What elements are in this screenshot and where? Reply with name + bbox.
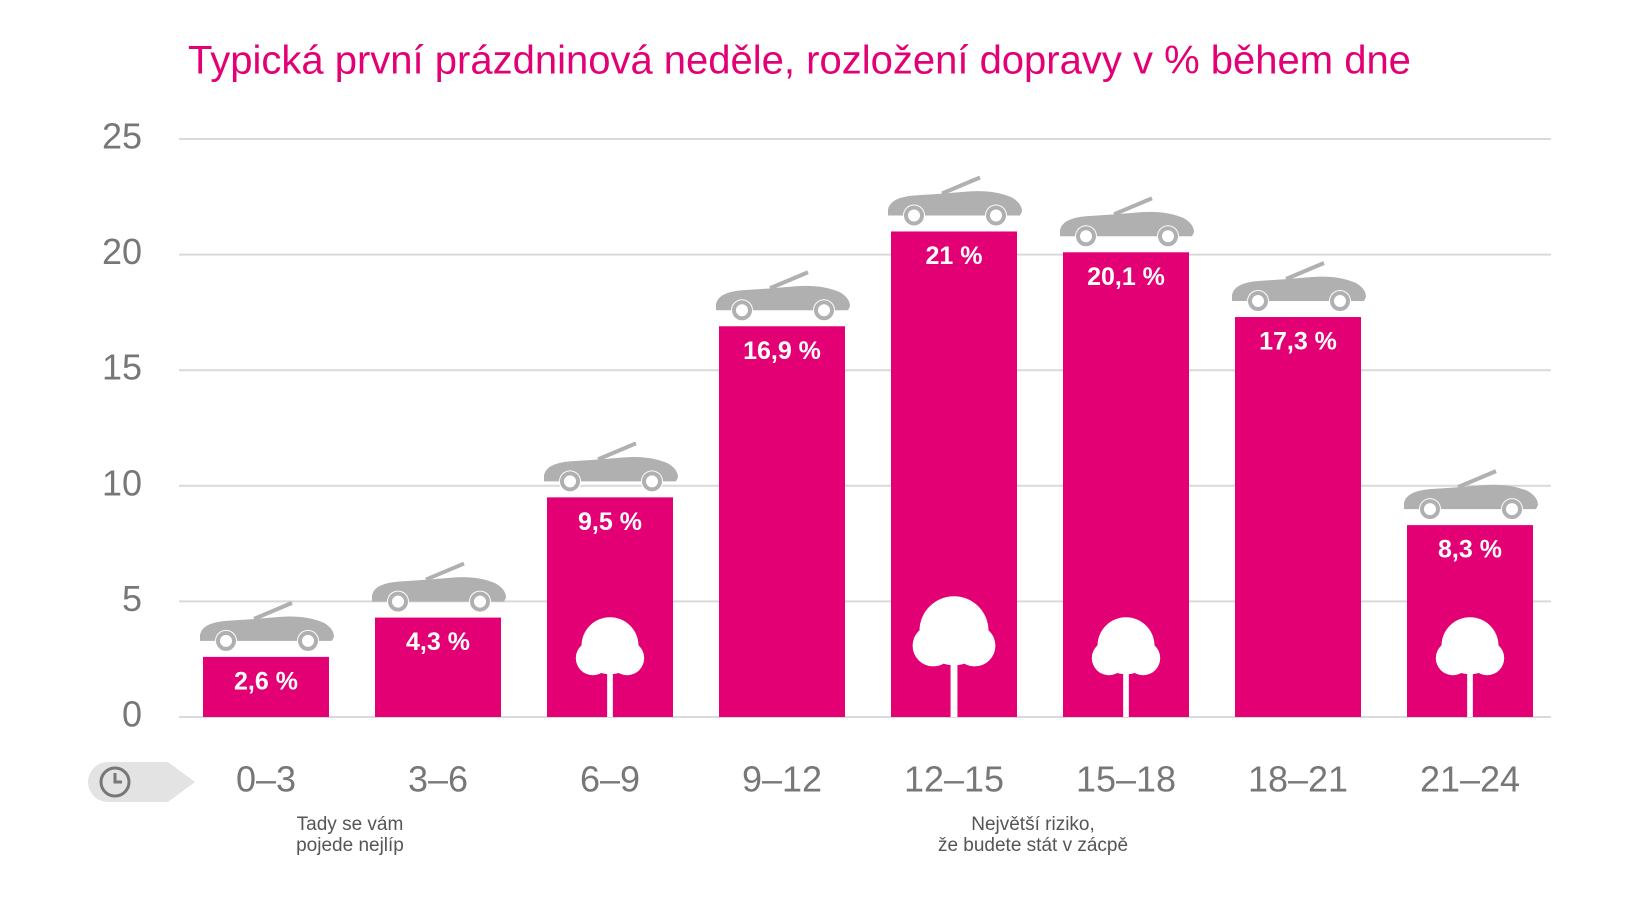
car-icon bbox=[200, 601, 334, 652]
car-wheel bbox=[642, 471, 662, 492]
bar bbox=[719, 326, 845, 717]
car-wheel bbox=[298, 630, 318, 651]
car-wheel bbox=[1076, 226, 1096, 247]
car-windshield bbox=[425, 561, 465, 582]
y-tick-label: 15 bbox=[102, 347, 142, 388]
bar bbox=[203, 656, 329, 717]
car-wheel bbox=[1420, 499, 1440, 520]
value-label: 8,3 % bbox=[1438, 536, 1502, 564]
car-wheel bbox=[1330, 291, 1350, 312]
car-wheel bbox=[814, 300, 834, 321]
tree-icon bbox=[1091, 617, 1161, 717]
tree-crown bbox=[1470, 641, 1505, 676]
tree-crown bbox=[575, 641, 610, 676]
y-tick-label: 10 bbox=[102, 462, 142, 503]
annotation: Tady se vám bbox=[297, 814, 404, 835]
value-label: 20,1 % bbox=[1087, 263, 1165, 291]
car-windshield bbox=[941, 175, 981, 196]
car-wheel bbox=[1158, 226, 1178, 247]
x-tick-label: 15–18 bbox=[1076, 759, 1176, 800]
clock-icon bbox=[88, 762, 195, 802]
tree-trunk bbox=[1123, 669, 1129, 717]
x-tick-label: 21–24 bbox=[1420, 759, 1520, 800]
tree-icon bbox=[575, 617, 645, 717]
value-label: 21 % bbox=[926, 242, 983, 270]
bar bbox=[1235, 317, 1361, 717]
tree-crown bbox=[610, 641, 645, 676]
x-tick-label: 0–3 bbox=[236, 759, 296, 800]
car-icon bbox=[1060, 196, 1194, 248]
car-wheel bbox=[732, 300, 752, 321]
car-icon bbox=[1232, 261, 1366, 313]
car-windshield bbox=[769, 270, 809, 291]
x-tick-label: 12–15 bbox=[904, 759, 1004, 800]
car-windshield bbox=[1113, 196, 1153, 217]
y-tick-label: 5 bbox=[122, 578, 142, 619]
tree-icon bbox=[912, 596, 996, 717]
tree-crown bbox=[1435, 641, 1470, 676]
tree-trunk bbox=[950, 659, 958, 717]
car-wheel bbox=[216, 630, 236, 651]
tree-trunk bbox=[607, 669, 613, 717]
car-windshield bbox=[597, 441, 637, 462]
car-icon bbox=[1404, 469, 1538, 521]
value-label: 9,5 % bbox=[578, 508, 642, 536]
y-tick-label: 25 bbox=[102, 116, 142, 157]
value-label: 2,6 % bbox=[234, 667, 298, 695]
tree-crown bbox=[1091, 641, 1126, 676]
car-wheel bbox=[1502, 499, 1522, 520]
y-tick-label: 0 bbox=[122, 694, 142, 735]
y-tick-label: 20 bbox=[102, 231, 142, 272]
car-wheel bbox=[986, 205, 1006, 226]
bar bbox=[375, 617, 501, 717]
car-icon bbox=[716, 270, 850, 322]
value-label: 16,9 % bbox=[743, 337, 821, 365]
x-tick-label: 3–6 bbox=[408, 759, 468, 800]
chart-title: Typická první prázdninová neděle, rozlož… bbox=[188, 39, 1411, 83]
tree-trunk bbox=[1467, 669, 1473, 717]
tree-crown bbox=[954, 625, 996, 667]
car-windshield bbox=[1285, 261, 1325, 281]
x-tick-label: 6–9 bbox=[580, 759, 640, 800]
car-wheel bbox=[470, 591, 490, 612]
car-icon bbox=[544, 441, 678, 493]
tree-crown bbox=[1126, 641, 1161, 676]
x-tick-label: 9–12 bbox=[742, 759, 822, 800]
car-windshield bbox=[1457, 469, 1497, 489]
tree-crown bbox=[912, 625, 954, 667]
car-icon bbox=[888, 175, 1022, 227]
annotation: pojede nejlíp bbox=[296, 835, 404, 856]
tree-icon bbox=[1435, 617, 1505, 717]
x-tick-label: 18–21 bbox=[1248, 759, 1348, 800]
car-wheel bbox=[388, 591, 408, 612]
car-wheel bbox=[560, 471, 580, 492]
value-label: 4,3 % bbox=[406, 628, 470, 656]
car-wheel bbox=[1248, 291, 1268, 312]
annotation: Největší riziko, bbox=[971, 814, 1095, 835]
value-label: 17,3 % bbox=[1259, 328, 1337, 356]
car-windshield bbox=[253, 601, 293, 621]
annotation: že budete stát v zácpě bbox=[938, 835, 1128, 856]
car-wheel bbox=[904, 205, 924, 226]
car-icon bbox=[372, 561, 506, 613]
